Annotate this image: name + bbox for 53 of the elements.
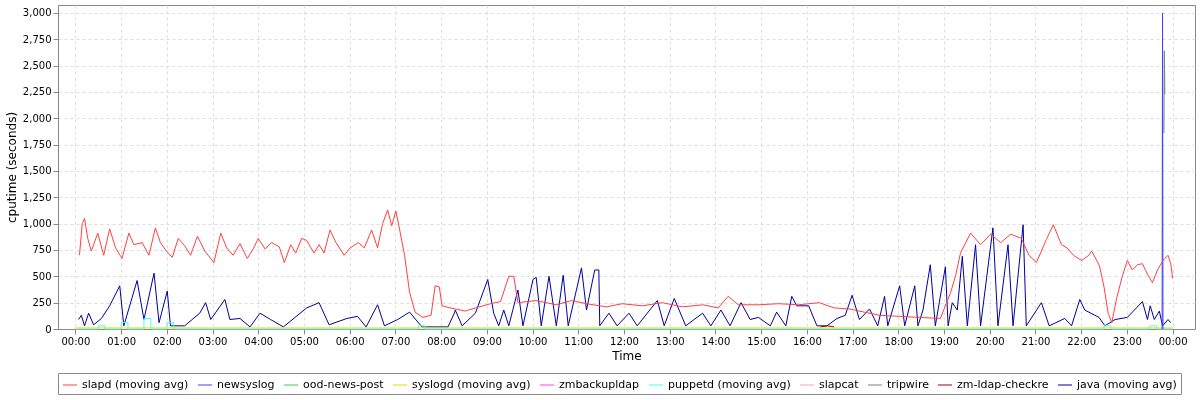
legend-label: java (moving avg): [1076, 378, 1177, 391]
x-tick-label: 08:00: [427, 335, 457, 347]
y-tick-label: 2,500: [22, 60, 52, 72]
x-axis-title: Time: [611, 348, 642, 363]
x-tick-label: 18:00: [884, 335, 914, 347]
x-tick-label: 10:00: [518, 335, 548, 347]
y-axis-title: cputime (seconds): [4, 111, 19, 224]
x-tick-label: 16:00: [792, 335, 822, 347]
x-tick-label: 15:00: [747, 335, 777, 347]
y-tick-label: 250: [32, 297, 52, 309]
legend-label: slapd (moving avg): [82, 378, 189, 391]
x-tick-label: 06:00: [335, 335, 365, 347]
legend-label: zm-ldap-checkre: [957, 378, 1049, 391]
y-tick-label: 750: [32, 244, 52, 256]
line-series: [78, 209, 1174, 324]
x-tick-label: 23:00: [1112, 335, 1142, 347]
x-tick-label: 03:00: [198, 335, 228, 347]
legend-label: tripwire: [887, 378, 930, 391]
x-tick-label: 13:00: [655, 335, 685, 347]
line-series: [78, 224, 1172, 328]
y-tick-label: 2,250: [22, 86, 52, 98]
line-series: [74, 317, 1174, 330]
y-tick-label: 1,750: [22, 139, 52, 151]
legend-label: ood-news-post: [303, 378, 385, 391]
legend-label: puppetd (moving avg): [668, 378, 791, 391]
x-tick-label: 11:00: [564, 335, 594, 347]
y-tick-label: 1,250: [22, 191, 52, 203]
y-tick-label: 2,000: [22, 112, 52, 124]
x-tick-label: 09:00: [472, 335, 502, 347]
x-tick-label: 12:00: [610, 335, 639, 347]
y-tick-label: 1,500: [22, 165, 52, 177]
legend-label: syslogd (moving avg): [412, 378, 531, 391]
y-tick-label: 500: [32, 270, 52, 282]
x-tick-label: 00:00: [1158, 335, 1188, 347]
legend-label: newsyslog: [217, 378, 275, 391]
x-tick-label: 14:00: [701, 335, 731, 347]
x-tick-label: 20:00: [975, 335, 1005, 347]
y-tick-label: 3,000: [22, 7, 52, 19]
x-tick-label: 17:00: [838, 335, 868, 347]
x-tick-label: 22:00: [1067, 335, 1097, 347]
x-tick-label: 05:00: [290, 335, 319, 347]
y-tick-label: 2,750: [22, 33, 52, 45]
x-tick-label: 07:00: [381, 335, 411, 347]
x-tick-label: 00:00: [61, 335, 91, 347]
x-tick-label: 21:00: [1021, 335, 1051, 347]
legend-label: slapcat: [819, 378, 860, 391]
y-tick-label: 1,000: [22, 218, 52, 230]
x-tick-label: 02:00: [152, 335, 182, 347]
y-tick-label: 0: [45, 323, 52, 335]
legend-label: zmbackupldap: [559, 378, 640, 391]
x-tick-label: 04:00: [244, 335, 274, 347]
x-tick-label: 01:00: [107, 335, 136, 347]
x-tick-label: 19:00: [930, 335, 959, 347]
